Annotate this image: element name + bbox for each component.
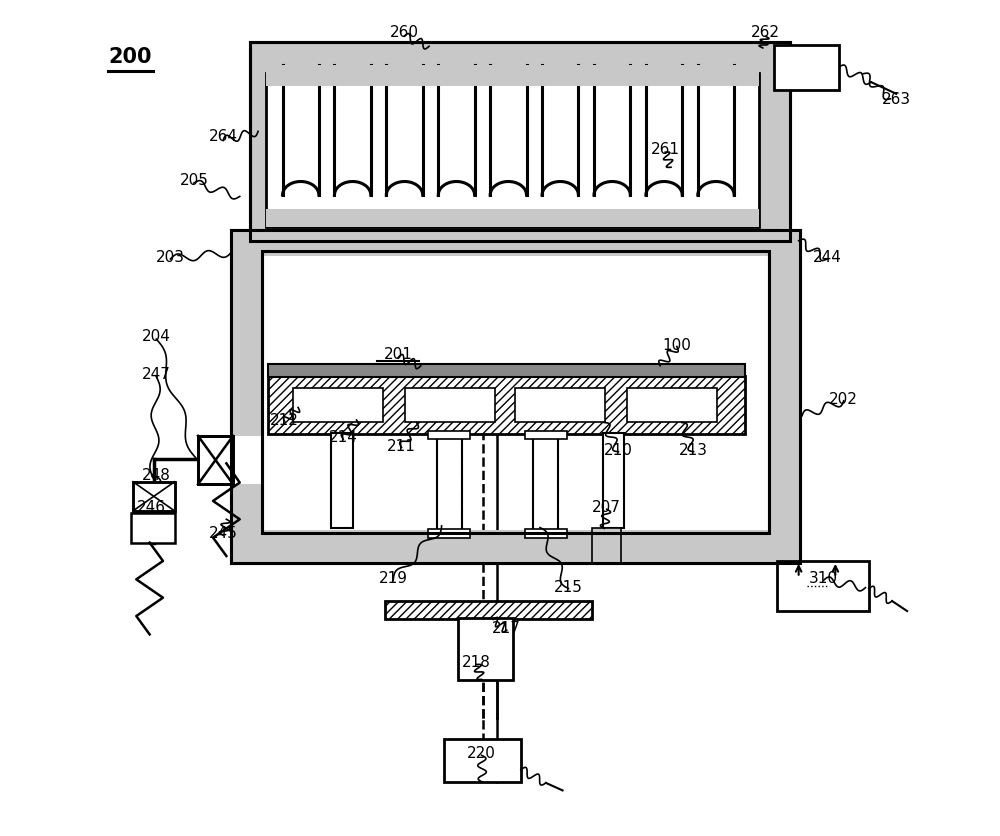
Bar (437, 435, 462, 533)
Text: 100: 100 (662, 337, 691, 352)
Bar (231, 231, 800, 563)
Bar (262, 232, 769, 257)
Bar (769, 231, 800, 563)
Text: 262: 262 (751, 25, 780, 39)
Text: 260: 260 (390, 25, 419, 39)
Text: 218: 218 (462, 655, 491, 670)
Bar (266, 74, 759, 228)
Bar (428, 530, 470, 538)
Bar (268, 364, 745, 378)
Text: 215: 215 (554, 579, 583, 594)
Bar (250, 43, 790, 242)
Text: 220: 220 (467, 746, 496, 761)
Text: 200: 200 (109, 47, 152, 67)
Bar (293, 389, 383, 422)
Text: 207: 207 (592, 500, 621, 515)
Bar (627, 389, 717, 422)
Text: 211: 211 (387, 438, 416, 453)
Text: 201: 201 (384, 346, 413, 361)
Text: 205: 205 (179, 173, 208, 188)
Text: 219: 219 (379, 570, 408, 585)
Bar (515, 389, 605, 422)
Text: 217: 217 (492, 620, 521, 635)
Text: 213: 213 (679, 442, 708, 457)
Bar (428, 431, 470, 440)
Bar (592, 529, 621, 563)
Bar (266, 210, 759, 228)
Text: 245: 245 (209, 526, 237, 541)
Bar (405, 389, 495, 422)
Text: 247: 247 (142, 366, 171, 381)
Bar (262, 252, 769, 533)
Bar (133, 482, 175, 512)
Bar (231, 436, 263, 485)
Text: 212: 212 (270, 412, 299, 427)
Text: 203: 203 (156, 250, 185, 265)
Bar (444, 739, 521, 782)
Text: 210: 210 (604, 442, 633, 457)
Text: 214: 214 (329, 430, 358, 445)
Bar (231, 231, 800, 563)
Bar (458, 618, 513, 681)
Bar (777, 561, 869, 611)
Text: 202: 202 (829, 391, 858, 406)
Bar (266, 65, 759, 87)
Text: 264: 264 (209, 129, 238, 144)
Text: 204: 204 (142, 329, 171, 344)
Bar (131, 513, 175, 543)
Bar (250, 43, 790, 242)
Bar (133, 482, 175, 512)
Text: 310: 310 (809, 570, 838, 585)
Text: 263: 263 (882, 92, 911, 107)
Bar (268, 376, 745, 435)
Bar (385, 601, 592, 619)
Bar (603, 433, 624, 529)
Text: 261: 261 (651, 142, 680, 157)
Text: 246: 246 (137, 500, 166, 515)
Bar (525, 530, 567, 538)
Bar (780, 43, 790, 242)
Text: 244: 244 (813, 250, 841, 265)
Bar (774, 45, 839, 90)
Bar (198, 436, 233, 485)
Bar (198, 436, 233, 485)
Bar (262, 531, 769, 563)
Bar (533, 435, 558, 533)
Bar (231, 231, 263, 563)
Text: 248: 248 (142, 467, 171, 482)
Bar (331, 433, 353, 529)
Bar (262, 252, 769, 533)
Bar (525, 431, 567, 440)
